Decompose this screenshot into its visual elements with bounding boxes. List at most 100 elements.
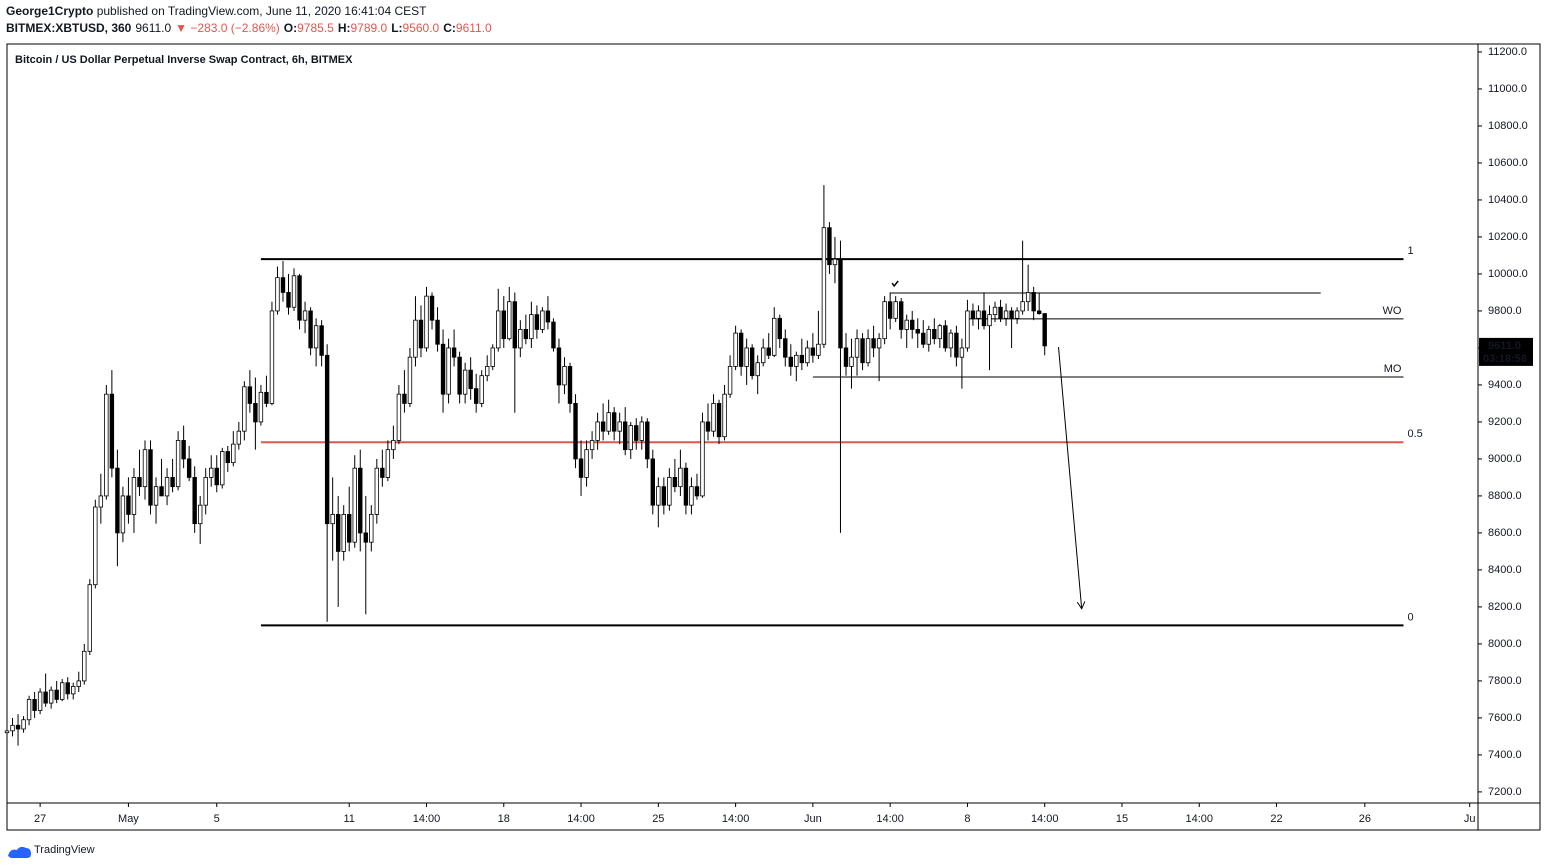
y-tick-label: 10600.0 bbox=[1488, 157, 1528, 169]
candle-body bbox=[904, 319, 909, 330]
x-tick-label: 15 bbox=[1116, 813, 1128, 825]
x-tick-label: 18 bbox=[498, 813, 510, 825]
candle-body bbox=[396, 393, 402, 441]
candle-body bbox=[87, 584, 92, 652]
candle-body bbox=[854, 338, 860, 358]
candle-body bbox=[760, 347, 766, 364]
candle-body bbox=[794, 354, 799, 367]
candle-body bbox=[556, 347, 562, 386]
candle-body bbox=[959, 347, 965, 358]
y-tick-label: 9400.0 bbox=[1488, 379, 1522, 391]
candle-body bbox=[562, 366, 567, 386]
fib-label: 0 bbox=[1407, 611, 1413, 623]
candle-body bbox=[197, 504, 203, 525]
candle-body bbox=[799, 354, 805, 364]
candle-body bbox=[98, 495, 104, 508]
candle-body bbox=[711, 403, 716, 432]
candle-body bbox=[462, 369, 468, 395]
logo bbox=[8, 846, 31, 858]
candle-body bbox=[485, 366, 490, 377]
candle-body bbox=[1020, 301, 1025, 312]
candle-body bbox=[645, 421, 650, 460]
candle-body bbox=[948, 332, 954, 349]
candle-body bbox=[231, 443, 236, 464]
y-tick-label: 10200.0 bbox=[1488, 231, 1528, 243]
symbol: BITMEX:XBTUSD, 360 bbox=[6, 21, 132, 35]
y-tick-label: 8600.0 bbox=[1488, 527, 1522, 539]
candle-body bbox=[998, 306, 1003, 319]
line-label: WO bbox=[1383, 305, 1402, 317]
candle-body bbox=[987, 314, 992, 327]
candle-body bbox=[319, 325, 324, 356]
candle-body bbox=[402, 393, 407, 404]
candle-body bbox=[374, 467, 380, 515]
candle-body bbox=[385, 449, 391, 478]
candle-body bbox=[744, 347, 749, 367]
watermark: TradingView bbox=[8, 844, 95, 858]
candle-body bbox=[926, 329, 931, 345]
candle-body bbox=[26, 699, 32, 721]
ohlc-value: 9785.5 bbox=[297, 21, 334, 35]
candle-body bbox=[104, 393, 109, 497]
candle-body bbox=[269, 310, 275, 404]
candle-body bbox=[247, 386, 253, 404]
candle-body bbox=[148, 449, 153, 506]
candle-body bbox=[335, 514, 341, 552]
candle-body bbox=[418, 319, 424, 349]
countdown: 03:18:58 bbox=[1483, 353, 1527, 365]
candle-body bbox=[600, 421, 606, 432]
y-tick-label: 8800.0 bbox=[1488, 490, 1522, 502]
candle-body bbox=[540, 310, 545, 330]
header-line-1: George1Crypto published on TradingView.c… bbox=[6, 4, 427, 18]
y-tick-label: 9200.0 bbox=[1488, 416, 1522, 428]
ohlc-key: O: bbox=[284, 21, 297, 35]
x-tick-label: 14:00 bbox=[1031, 813, 1059, 825]
candle-body bbox=[242, 386, 247, 432]
candle-body bbox=[639, 421, 644, 441]
candle-body bbox=[623, 421, 628, 451]
line-label: MO bbox=[1384, 363, 1402, 375]
candle-body bbox=[871, 338, 876, 349]
candle-body bbox=[43, 691, 48, 704]
candle-body bbox=[667, 477, 672, 506]
candle-body bbox=[689, 486, 694, 506]
candle-body bbox=[302, 310, 308, 321]
candle-body bbox=[440, 343, 446, 395]
candle-body bbox=[330, 514, 335, 525]
candle-body bbox=[766, 347, 771, 356]
candle-body bbox=[363, 532, 368, 543]
candle-body bbox=[512, 301, 518, 349]
candle-body bbox=[755, 362, 760, 377]
candle-body bbox=[733, 332, 738, 367]
candle-body bbox=[634, 425, 639, 441]
candle-body bbox=[4, 730, 10, 734]
candle-body bbox=[496, 310, 501, 349]
x-tick-label: 14:00 bbox=[567, 813, 595, 825]
candle-body bbox=[887, 301, 893, 319]
y-tick-label: 8400.0 bbox=[1488, 564, 1522, 576]
candle-body bbox=[992, 306, 998, 316]
y-tick-label: 7200.0 bbox=[1488, 786, 1522, 798]
arrow bbox=[1058, 346, 1083, 609]
ohlc-value: 9611.0 bbox=[456, 21, 492, 35]
candle-body bbox=[893, 301, 898, 319]
candle-body bbox=[661, 486, 667, 506]
plot-area: 1 0.5 0 WO MO bbox=[4, 185, 1423, 746]
candle-body bbox=[910, 319, 915, 330]
x-tick-label: May bbox=[118, 813, 139, 825]
candle-body bbox=[1025, 292, 1031, 303]
x-tick-label: 14:00 bbox=[876, 813, 904, 825]
candle-body bbox=[810, 347, 816, 356]
candle-body bbox=[529, 314, 534, 340]
candle-body bbox=[280, 277, 286, 293]
candle-body bbox=[716, 403, 722, 438]
candle-body bbox=[805, 347, 810, 364]
ohlc-value: 9789.0 bbox=[351, 21, 388, 35]
candle-body bbox=[650, 458, 656, 506]
ohlc-key: C: bbox=[443, 21, 456, 35]
candle-body bbox=[347, 514, 352, 543]
candle-body bbox=[849, 356, 854, 367]
candle-body bbox=[943, 325, 948, 349]
candle-body bbox=[93, 506, 98, 586]
